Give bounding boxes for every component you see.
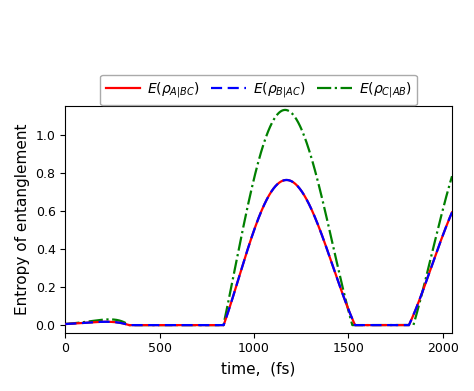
$E(\rho_{C|AB})$	[283, 108, 288, 112]
Legend: $E(\rho_{A|BC})$, $E(\rho_{B|AC})$, $E(\rho_{C|AB})$: $E(\rho_{A|BC})$, $E(\rho_{B|AC})$, $E(\…	[100, 75, 417, 105]
$E(\rho_{C|AB})$	[442, 200, 447, 205]
Line: $E(\rho_{B|AC})$: $E(\rho_{B|AC})$	[65, 180, 452, 325]
$E(\rho_{A|BC})$	[63, 322, 68, 326]
Line: $E(\rho_{C|AB})$: $E(\rho_{C|AB})$	[65, 110, 452, 325]
$E(\rho_{A|BC})$	[228, 302, 233, 307]
$E(\rho_{C|AB})$	[129, 323, 135, 327]
$E(\rho_{C|AB})$	[400, 323, 406, 327]
$E(\rho_{A|BC})$	[211, 323, 217, 327]
$E(\rho_{B|AC})$	[63, 322, 68, 326]
$E(\rho_{C|AB})$	[63, 322, 68, 326]
$E(\rho_{A|BC})$	[449, 210, 455, 215]
$E(\rho_{A|BC})$	[283, 178, 289, 182]
X-axis label: time,  (fs): time, (fs)	[221, 361, 296, 376]
$E(\rho_{B|AC})$	[211, 323, 217, 327]
$E(\rho_{C|AB})$	[211, 323, 217, 327]
$E(\rho_{B|AC})$	[449, 210, 455, 215]
Y-axis label: Entropy of entanglement: Entropy of entanglement	[15, 124, 30, 315]
$E(\rho_{C|AB})$	[449, 174, 455, 179]
$E(\rho_{A|BC})$	[107, 319, 112, 324]
$E(\rho_{B|AC})$	[129, 323, 135, 327]
$E(\rho_{B|AC})$	[400, 323, 406, 327]
$E(\rho_{B|AC})$	[228, 302, 233, 307]
$E(\rho_{B|AC})$	[442, 228, 447, 233]
$E(\rho_{A|BC})$	[442, 228, 447, 233]
$E(\rho_{B|AC})$	[107, 319, 112, 324]
$E(\rho_{C|AB})$	[107, 317, 112, 322]
$E(\rho_{A|BC})$	[400, 323, 406, 327]
$E(\rho_{C|AB})$	[126, 323, 132, 327]
$E(\rho_{A|BC})$	[126, 323, 132, 327]
$E(\rho_{A|BC})$	[129, 323, 135, 327]
Line: $E(\rho_{A|BC})$: $E(\rho_{A|BC})$	[65, 180, 452, 325]
$E(\rho_{C|AB})$	[228, 289, 233, 293]
$E(\rho_{B|AC})$	[126, 323, 132, 327]
$E(\rho_{B|AC})$	[283, 178, 289, 182]
